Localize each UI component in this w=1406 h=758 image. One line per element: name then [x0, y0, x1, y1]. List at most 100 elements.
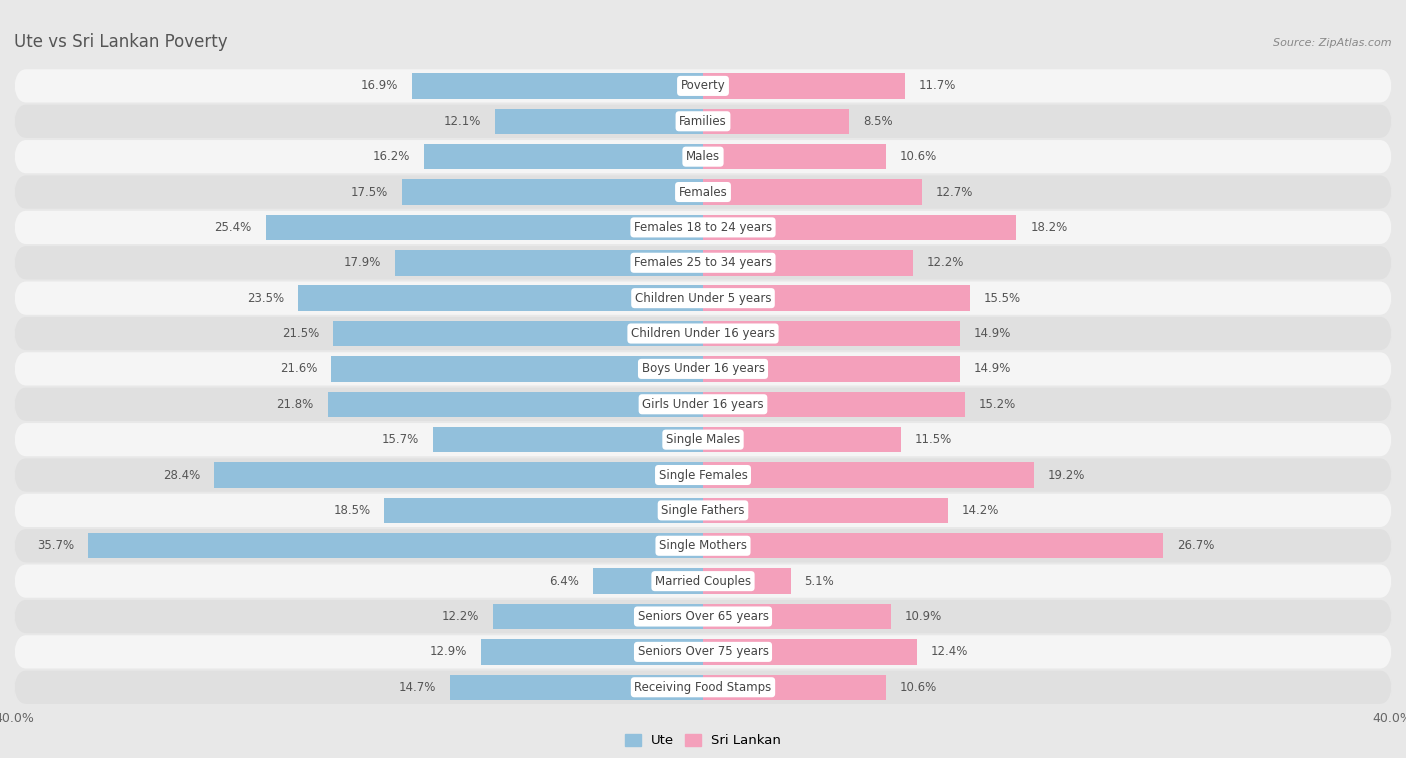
- Text: 17.9%: 17.9%: [343, 256, 381, 269]
- Text: 35.7%: 35.7%: [37, 539, 75, 553]
- FancyBboxPatch shape: [14, 529, 1392, 562]
- Text: Single Fathers: Single Fathers: [661, 504, 745, 517]
- Text: Seniors Over 75 years: Seniors Over 75 years: [637, 645, 769, 659]
- Bar: [593, 568, 703, 594]
- Text: 12.9%: 12.9%: [430, 645, 467, 659]
- Bar: [298, 286, 703, 311]
- Text: Single Males: Single Males: [666, 433, 740, 446]
- Text: 8.5%: 8.5%: [863, 114, 893, 128]
- Text: Married Couples: Married Couples: [655, 575, 751, 587]
- Bar: [266, 215, 703, 240]
- Bar: [328, 392, 703, 417]
- Text: 11.7%: 11.7%: [918, 80, 956, 92]
- Text: Girls Under 16 years: Girls Under 16 years: [643, 398, 763, 411]
- Text: Families: Families: [679, 114, 727, 128]
- Text: Boys Under 16 years: Boys Under 16 years: [641, 362, 765, 375]
- Text: 28.4%: 28.4%: [163, 468, 200, 481]
- Text: 25.4%: 25.4%: [215, 221, 252, 234]
- FancyBboxPatch shape: [14, 671, 1392, 704]
- Text: 21.5%: 21.5%: [281, 327, 319, 340]
- Text: Seniors Over 65 years: Seniors Over 65 years: [637, 610, 769, 623]
- Bar: [412, 74, 703, 99]
- Bar: [703, 675, 886, 700]
- Bar: [703, 427, 901, 453]
- Text: 26.7%: 26.7%: [1177, 539, 1213, 553]
- Text: 23.5%: 23.5%: [247, 292, 284, 305]
- Bar: [495, 108, 703, 134]
- FancyBboxPatch shape: [14, 565, 1392, 598]
- FancyBboxPatch shape: [14, 493, 1392, 527]
- Bar: [703, 286, 970, 311]
- Bar: [703, 356, 960, 381]
- Text: 12.4%: 12.4%: [931, 645, 967, 659]
- Text: Children Under 5 years: Children Under 5 years: [634, 292, 772, 305]
- Text: 19.2%: 19.2%: [1047, 468, 1085, 481]
- Bar: [703, 144, 886, 169]
- Text: 10.9%: 10.9%: [904, 610, 942, 623]
- Bar: [89, 533, 703, 559]
- Text: 10.6%: 10.6%: [900, 150, 936, 163]
- Legend: Ute, Sri Lankan: Ute, Sri Lankan: [620, 728, 786, 753]
- Text: 18.2%: 18.2%: [1031, 221, 1067, 234]
- FancyBboxPatch shape: [14, 140, 1392, 174]
- Text: Children Under 16 years: Children Under 16 years: [631, 327, 775, 340]
- Text: 17.5%: 17.5%: [350, 186, 388, 199]
- FancyBboxPatch shape: [14, 211, 1392, 244]
- Bar: [703, 108, 849, 134]
- Text: Ute vs Sri Lankan Poverty: Ute vs Sri Lankan Poverty: [14, 33, 228, 52]
- Bar: [384, 498, 703, 523]
- FancyBboxPatch shape: [14, 635, 1392, 669]
- Text: Single Females: Single Females: [658, 468, 748, 481]
- FancyBboxPatch shape: [14, 423, 1392, 456]
- Bar: [703, 180, 922, 205]
- Text: 14.7%: 14.7%: [399, 681, 436, 694]
- Bar: [703, 321, 960, 346]
- Text: 12.7%: 12.7%: [935, 186, 973, 199]
- Text: 14.9%: 14.9%: [973, 327, 1011, 340]
- Bar: [494, 604, 703, 629]
- Text: 15.5%: 15.5%: [984, 292, 1021, 305]
- Bar: [333, 321, 703, 346]
- Bar: [481, 639, 703, 665]
- Bar: [402, 180, 703, 205]
- Bar: [703, 215, 1017, 240]
- Text: 12.1%: 12.1%: [443, 114, 481, 128]
- Text: 14.2%: 14.2%: [962, 504, 998, 517]
- Bar: [703, 568, 790, 594]
- FancyBboxPatch shape: [14, 105, 1392, 138]
- Bar: [703, 250, 912, 275]
- FancyBboxPatch shape: [14, 317, 1392, 350]
- Text: 16.9%: 16.9%: [361, 80, 398, 92]
- FancyBboxPatch shape: [14, 281, 1392, 315]
- FancyBboxPatch shape: [14, 459, 1392, 492]
- FancyBboxPatch shape: [14, 352, 1392, 386]
- Text: Source: ZipAtlas.com: Source: ZipAtlas.com: [1274, 38, 1392, 48]
- FancyBboxPatch shape: [14, 246, 1392, 280]
- Text: 5.1%: 5.1%: [804, 575, 834, 587]
- Bar: [214, 462, 703, 487]
- Text: 16.2%: 16.2%: [373, 150, 411, 163]
- Text: 14.9%: 14.9%: [973, 362, 1011, 375]
- Bar: [703, 604, 891, 629]
- Bar: [703, 74, 904, 99]
- Text: 21.6%: 21.6%: [280, 362, 318, 375]
- Bar: [330, 356, 703, 381]
- Text: Females 25 to 34 years: Females 25 to 34 years: [634, 256, 772, 269]
- Text: 21.8%: 21.8%: [277, 398, 314, 411]
- Text: Receiving Food Stamps: Receiving Food Stamps: [634, 681, 772, 694]
- Text: 11.5%: 11.5%: [915, 433, 952, 446]
- FancyBboxPatch shape: [14, 600, 1392, 633]
- Text: Females: Females: [679, 186, 727, 199]
- Bar: [433, 427, 703, 453]
- Bar: [703, 639, 917, 665]
- Text: 12.2%: 12.2%: [927, 256, 965, 269]
- FancyBboxPatch shape: [14, 69, 1392, 102]
- Bar: [395, 250, 703, 275]
- FancyBboxPatch shape: [14, 387, 1392, 421]
- Bar: [703, 533, 1163, 559]
- Text: 6.4%: 6.4%: [550, 575, 579, 587]
- Text: 15.2%: 15.2%: [979, 398, 1015, 411]
- Bar: [703, 498, 948, 523]
- Bar: [703, 462, 1033, 487]
- Text: Males: Males: [686, 150, 720, 163]
